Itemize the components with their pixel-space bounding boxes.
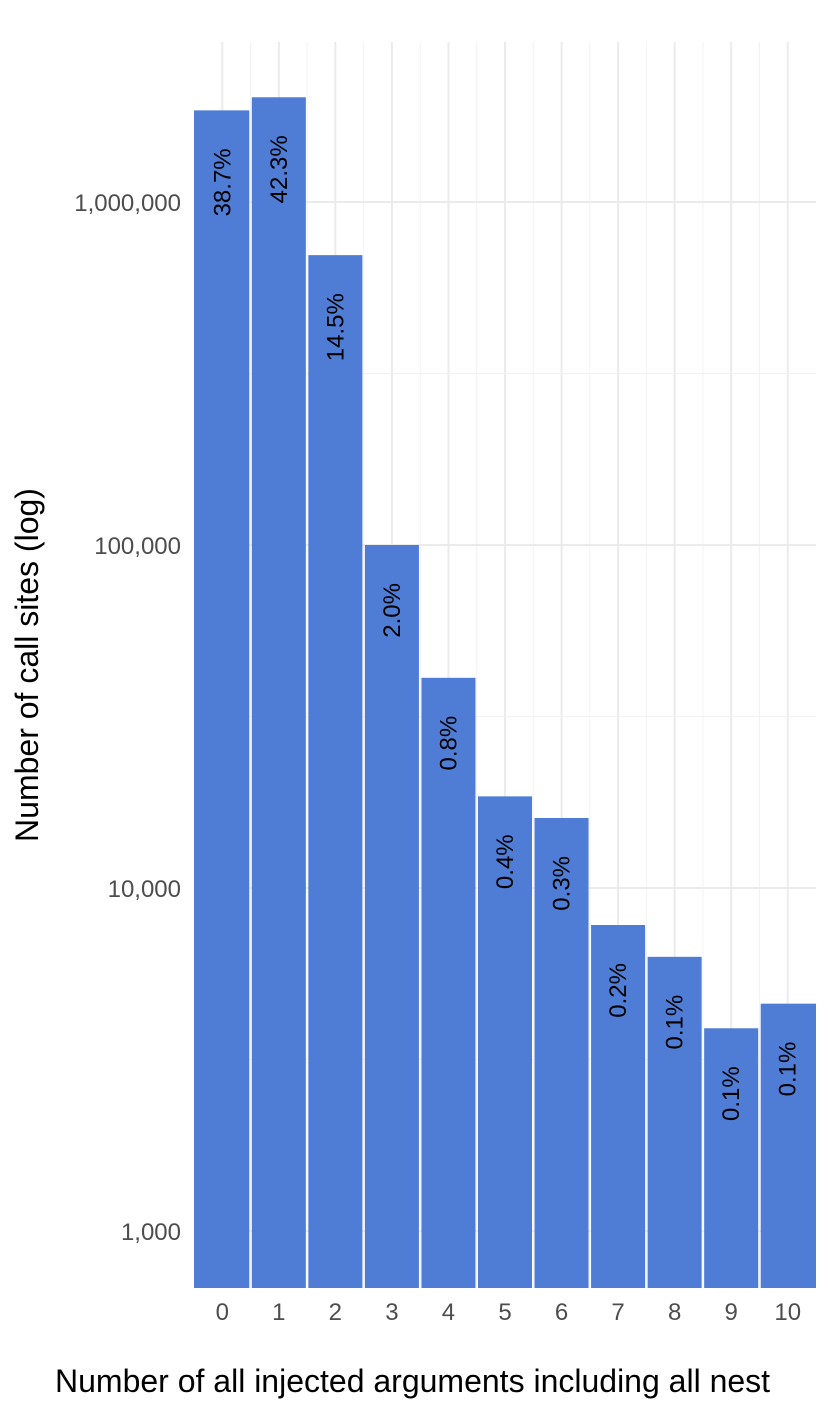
grid-lines: [194, 42, 816, 1288]
bars: [194, 97, 816, 1289]
bar-label: 42.3%: [266, 135, 293, 203]
bar-label: 0.8%: [435, 716, 462, 771]
bar-labels: 38.7% 42.3% 14.5% 2.0% 0.8% 0.4% 0.3% 0.2% 0.1% 0…: [209, 135, 801, 1121]
bar-label: 0.2%: [605, 963, 632, 1018]
y-axis-title: Number of call sites (log): [9, 488, 45, 842]
bar: [421, 677, 476, 1288]
bar: [704, 1028, 759, 1288]
x-tick-label: 10: [774, 1299, 801, 1326]
bar-label: 0.1%: [775, 1042, 802, 1097]
x-tick-label: 2: [329, 1299, 342, 1326]
y-tick-label: 1,000,000: [74, 190, 181, 217]
x-tick-label: 5: [498, 1299, 511, 1326]
x-axis-title: Number of all injected arguments includi…: [55, 1363, 770, 1399]
bar: [308, 255, 363, 1289]
bar-label: 14.5%: [322, 293, 349, 361]
bar: [364, 545, 419, 1288]
bar-label: 0.1%: [718, 1066, 745, 1121]
y-tick-label: 10,000: [108, 876, 181, 903]
y-tick-label: 1,000: [121, 1219, 181, 1246]
bar-label: 0.4%: [492, 834, 519, 889]
x-tick-label: 9: [725, 1299, 738, 1326]
bar-label: 0.3%: [549, 856, 576, 911]
bar: [647, 956, 702, 1288]
bar-label: 38.7%: [209, 148, 236, 216]
bar: [477, 796, 533, 1288]
bar: [534, 817, 589, 1288]
bar: [251, 97, 306, 1288]
x-tick-label: 7: [611, 1299, 624, 1326]
x-axis-ticks: 0 1 2 3 4 5 6 7 8 9 10: [216, 1299, 801, 1326]
bar-label: 2.0%: [379, 583, 406, 638]
bar: [194, 110, 250, 1288]
bar-label: 0.1%: [662, 995, 689, 1050]
x-tick-label: 6: [555, 1299, 568, 1326]
x-tick-label: 1: [272, 1299, 285, 1326]
x-tick-label: 3: [385, 1299, 398, 1326]
y-axis-ticks: 1,000 10,000 100,000 1,000,000: [74, 190, 181, 1246]
bar: [591, 925, 646, 1288]
x-tick-label: 4: [442, 1299, 455, 1326]
y-tick-label: 100,000: [94, 533, 181, 560]
x-tick-label: 0: [216, 1299, 229, 1326]
bar: [760, 1003, 816, 1288]
x-tick-label: 8: [668, 1299, 681, 1326]
